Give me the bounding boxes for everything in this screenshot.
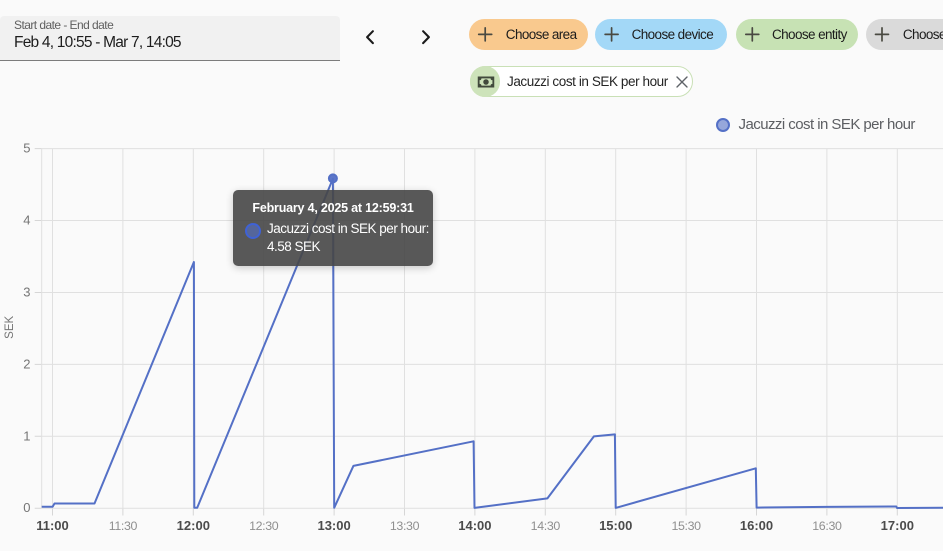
svg-text:16:30: 16:30 — [812, 519, 842, 533]
svg-text:13:00: 13:00 — [317, 518, 350, 533]
svg-text:15:30: 15:30 — [671, 519, 701, 533]
svg-text:12:00: 12:00 — [177, 518, 210, 533]
svg-text:12:30: 12:30 — [249, 519, 279, 533]
svg-text:14:00: 14:00 — [458, 518, 491, 533]
svg-text:15:00: 15:00 — [599, 518, 632, 533]
svg-text:3: 3 — [23, 285, 30, 300]
svg-text:13:30: 13:30 — [390, 519, 420, 533]
svg-text:0: 0 — [23, 500, 30, 515]
svg-text:14:30: 14:30 — [531, 519, 561, 533]
svg-text:SEK: SEK — [4, 315, 16, 338]
svg-text:11:30: 11:30 — [109, 519, 138, 533]
svg-text:17:00: 17:00 — [881, 518, 914, 533]
svg-text:4: 4 — [23, 213, 30, 228]
svg-text:2: 2 — [23, 356, 30, 371]
svg-text:1: 1 — [23, 428, 30, 443]
svg-text:11:00: 11:00 — [36, 518, 69, 533]
svg-text:5: 5 — [23, 141, 30, 156]
svg-text:16:00: 16:00 — [740, 518, 773, 533]
